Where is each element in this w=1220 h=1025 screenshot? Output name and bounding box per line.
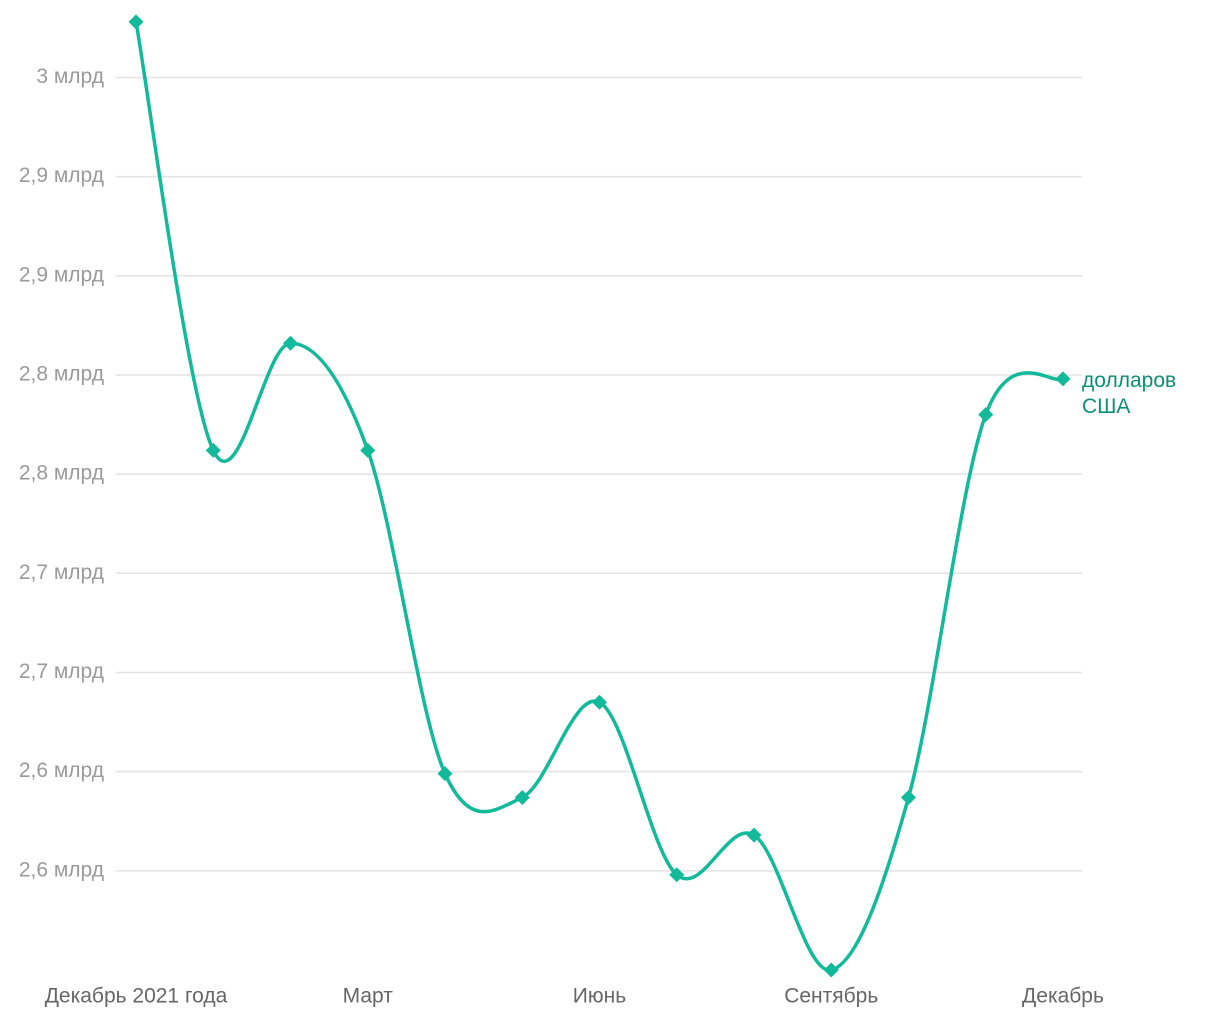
y-tick-label: 2,7 млрд [19, 561, 104, 584]
point-marker [437, 766, 453, 782]
point-marker [746, 827, 762, 843]
point-marker [283, 335, 298, 351]
y-tick-label: 2,8 млрд [19, 363, 104, 386]
x-tick-label: Март [343, 985, 394, 1008]
point-marker [901, 789, 916, 805]
point-marker [514, 789, 530, 805]
y-tick-label: 2,7 млрд [19, 660, 104, 683]
x-tick-label: Декабрь [1022, 985, 1104, 1008]
x-tick-label: Сентябрь [784, 985, 878, 1008]
line [134, 21, 1064, 972]
y-tick-label: 2,6 млрд [19, 759, 104, 782]
point-marker [978, 407, 994, 423]
y-tick-label: 2,9 млрд [19, 263, 104, 286]
point-marker [360, 442, 376, 458]
y-tick-label: 2,8 млрд [19, 462, 104, 485]
point-marker [1055, 371, 1071, 387]
point-marker [823, 962, 839, 978]
point-marker [669, 867, 685, 883]
series-label: долларов США [1082, 369, 1177, 418]
y-tick-label: 3 млрд [36, 65, 104, 88]
y-tick-label: 2,6 млрд [19, 858, 104, 881]
point-marker [128, 14, 144, 30]
point-marker [592, 694, 607, 710]
x-tick-label: Июнь [573, 985, 626, 1008]
x-tick-label: Декабрь 2021 года [45, 985, 228, 1008]
y-tick-label: 2,9 млрд [19, 164, 104, 187]
point-marker [205, 442, 221, 458]
